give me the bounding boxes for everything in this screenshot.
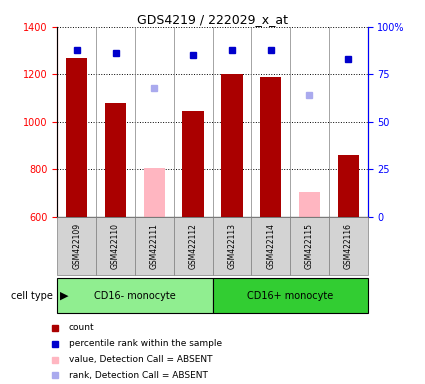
Bar [174,217,212,275]
Bar [57,278,212,313]
Text: cell type: cell type [11,291,53,301]
Bar [144,168,165,217]
Text: GSM422111: GSM422111 [150,223,159,269]
Text: percentile rank within the sample: percentile rank within the sample [68,339,221,348]
Title: GDS4219 / 222029_x_at: GDS4219 / 222029_x_at [137,13,288,26]
Bar [212,217,251,275]
Bar [329,217,368,275]
Bar [182,111,204,217]
Text: GSM422115: GSM422115 [305,223,314,269]
Text: GSM422113: GSM422113 [227,223,236,269]
Bar [221,74,243,217]
Text: GSM422116: GSM422116 [344,223,353,269]
Bar [290,217,329,275]
Text: GSM422109: GSM422109 [72,223,81,269]
Bar [212,278,368,313]
Bar [299,192,320,217]
Text: CD16+ monocyte: CD16+ monocyte [247,291,333,301]
Text: GSM422112: GSM422112 [189,223,198,269]
Bar [57,217,96,275]
Bar [135,217,174,275]
Bar [66,58,88,217]
Bar [260,77,281,217]
Bar [96,217,135,275]
Text: rank, Detection Call = ABSENT: rank, Detection Call = ABSENT [68,371,207,380]
Bar [251,217,290,275]
Text: value, Detection Call = ABSENT: value, Detection Call = ABSENT [68,355,212,364]
Text: GSM422114: GSM422114 [266,223,275,269]
Bar [337,155,359,217]
Text: ▶: ▶ [60,291,68,301]
Text: count: count [68,323,94,333]
Bar [105,103,126,217]
Text: GSM422110: GSM422110 [111,223,120,269]
Text: CD16- monocyte: CD16- monocyte [94,291,176,301]
